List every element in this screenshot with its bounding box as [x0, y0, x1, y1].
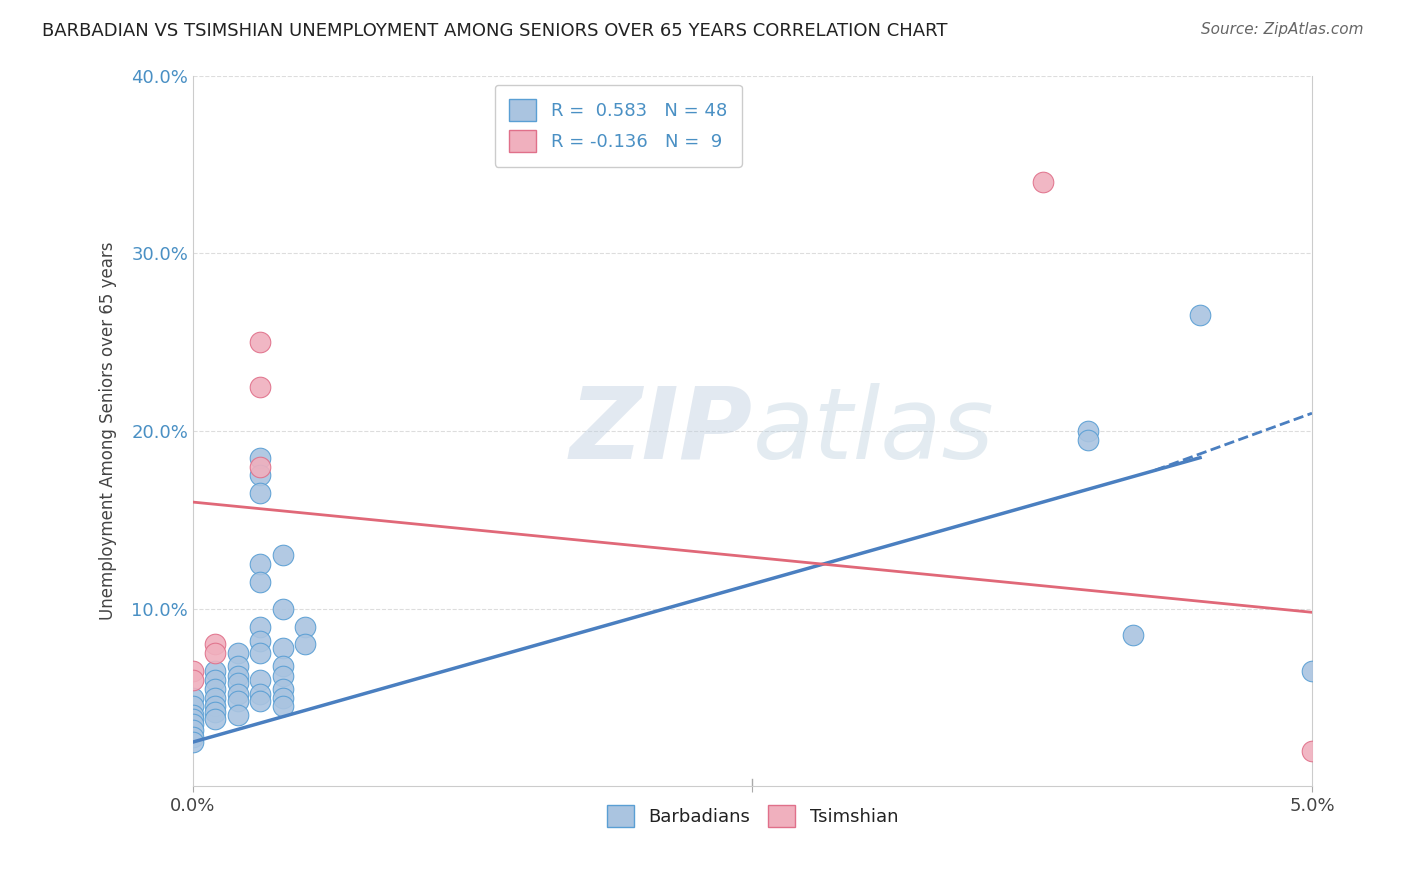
Point — [1301, 744, 1323, 758]
Point — [181, 712, 204, 726]
Point — [1077, 424, 1099, 438]
Point — [204, 699, 226, 714]
Point — [249, 379, 271, 393]
Point — [249, 575, 271, 590]
Point — [181, 708, 204, 723]
Point — [181, 699, 204, 714]
Point — [204, 681, 226, 696]
Text: BARBADIAN VS TSIMSHIAN UNEMPLOYMENT AMONG SENIORS OVER 65 YEARS CORRELATION CHAR: BARBADIAN VS TSIMSHIAN UNEMPLOYMENT AMON… — [42, 22, 948, 40]
Point — [226, 669, 249, 683]
Point — [181, 690, 204, 705]
Point — [181, 723, 204, 737]
Point — [204, 690, 226, 705]
Point — [204, 705, 226, 719]
Point — [271, 601, 294, 615]
Point — [271, 699, 294, 714]
Point — [294, 619, 316, 633]
Point — [181, 730, 204, 744]
Text: Source: ZipAtlas.com: Source: ZipAtlas.com — [1201, 22, 1364, 37]
Point — [1032, 175, 1054, 189]
Point — [204, 673, 226, 687]
Point — [226, 658, 249, 673]
Point — [1077, 433, 1099, 447]
Point — [204, 664, 226, 678]
Point — [226, 694, 249, 708]
Point — [249, 687, 271, 701]
Point — [249, 450, 271, 465]
Point — [249, 486, 271, 500]
Point — [249, 619, 271, 633]
Point — [1301, 664, 1323, 678]
Point — [204, 712, 226, 726]
Point — [249, 673, 271, 687]
Point — [271, 681, 294, 696]
Point — [226, 646, 249, 660]
Point — [249, 459, 271, 474]
Point — [294, 637, 316, 651]
Point — [181, 717, 204, 731]
Point — [226, 708, 249, 723]
Point — [249, 468, 271, 483]
Point — [1122, 628, 1144, 642]
Point — [271, 690, 294, 705]
Point — [249, 646, 271, 660]
Point — [226, 687, 249, 701]
Point — [271, 640, 294, 655]
Text: atlas: atlas — [752, 383, 994, 480]
Point — [181, 664, 204, 678]
Point — [249, 694, 271, 708]
Point — [204, 646, 226, 660]
Point — [204, 637, 226, 651]
Point — [181, 735, 204, 749]
Point — [249, 558, 271, 572]
Point — [271, 549, 294, 563]
Point — [249, 633, 271, 648]
Point — [181, 673, 204, 687]
Y-axis label: Unemployment Among Seniors over 65 years: Unemployment Among Seniors over 65 years — [100, 242, 117, 620]
Text: ZIP: ZIP — [569, 383, 752, 480]
Point — [226, 676, 249, 690]
Point — [271, 658, 294, 673]
Point — [271, 669, 294, 683]
Legend: Barbadians, Tsimshian: Barbadians, Tsimshian — [599, 797, 905, 834]
Point — [1189, 309, 1212, 323]
Point — [249, 335, 271, 350]
